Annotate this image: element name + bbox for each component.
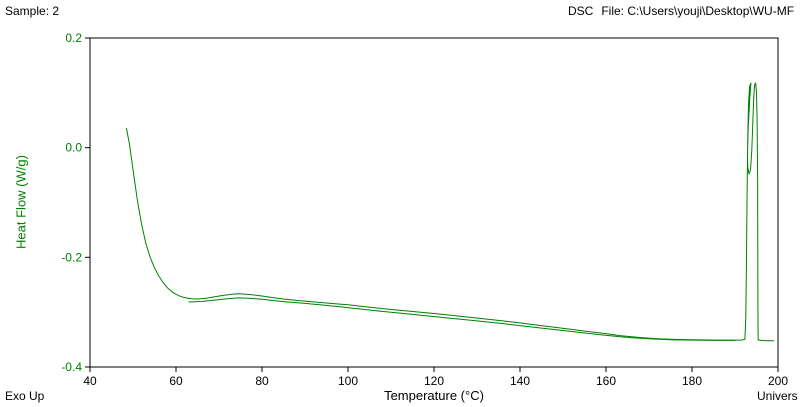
- exo-up-label: Exo Up: [5, 389, 45, 403]
- y-tick-label: -0.2: [61, 250, 82, 264]
- file-info: DSC File: C:\Users\youji\Desktop\WU-MF: [568, 4, 794, 18]
- x-tick-label: 120: [424, 374, 444, 388]
- x-tick-label: 140: [510, 374, 530, 388]
- dsc-trace-heat-cycle-2: [188, 297, 736, 341]
- footer-right-text: Univers: [757, 389, 798, 403]
- x-tick-label: 40: [83, 374, 97, 388]
- x-tick-label: 100: [338, 374, 358, 388]
- plot-frame: [89, 37, 779, 368]
- sample-label: Sample: 2: [5, 4, 60, 18]
- x-tick-label: 80: [255, 374, 269, 388]
- x-axis-title: Temperature (°C): [384, 388, 484, 403]
- instrument-label: DSC: [568, 4, 594, 18]
- x-tick-label: 160: [596, 374, 616, 388]
- dsc-trace-heat-cycle-1: [126, 82, 775, 342]
- x-tick-label: 60: [169, 374, 183, 388]
- y-tick-label: 0.0: [65, 141, 82, 155]
- file-path: File: C:\Users\youji\Desktop\WU-MF: [601, 4, 795, 18]
- y-axis-title: Heat Flow (W/g): [13, 155, 29, 249]
- y-tick-label: 0.2: [65, 31, 82, 45]
- y-tick-label: -0.4: [61, 360, 82, 374]
- x-tick-label: 180: [682, 374, 702, 388]
- x-tick-label: 200: [768, 374, 788, 388]
